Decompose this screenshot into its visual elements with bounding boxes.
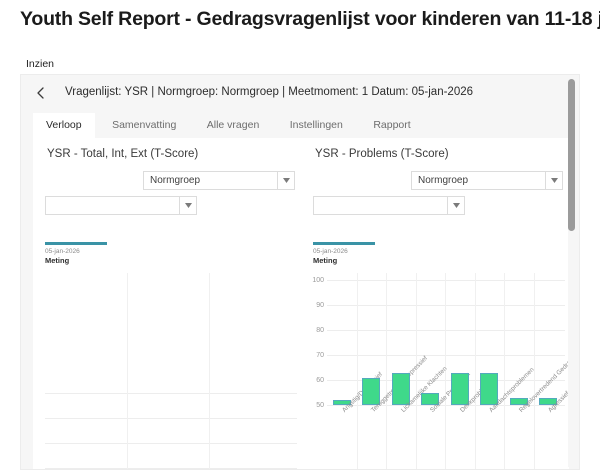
gridline: [45, 393, 297, 394]
gridline: [327, 305, 565, 306]
left-chart-legend: 05-jan-2026 Meting: [45, 242, 107, 265]
y-axis-tick: 60: [316, 377, 324, 384]
right-normgroup-select[interactable]: Normgroep: [411, 171, 563, 190]
gridline-vertical: [445, 273, 446, 469]
legend-label: Meting: [313, 256, 338, 265]
tab-samenvatting[interactable]: Samenvatting: [112, 119, 177, 131]
gridline: [327, 405, 565, 406]
page-title: Youth Self Report - Gedragsvragenlijst v…: [20, 8, 600, 30]
right-normgroup-value: Normgroep: [418, 175, 469, 186]
y-axis-tick: 100: [312, 277, 324, 284]
gridline-vertical: [127, 273, 128, 469]
y-axis-tick: 70: [316, 352, 324, 359]
content-card: Vragenlijst: YSR | Normgroep: Normgroep …: [20, 74, 580, 470]
chevron-down-icon[interactable]: [545, 172, 562, 189]
left-chart-title: YSR - Total, Int, Ext (T-Score): [47, 148, 199, 160]
breadcrumb: Vragenlijst: YSR | Normgroep: Normgroep …: [65, 86, 474, 98]
y-axis-tick: 50: [316, 402, 324, 409]
chart-bar[interactable]: [362, 377, 381, 405]
left-chart-plot: [33, 273, 301, 469]
legend-date: 05-jan-2026: [313, 248, 348, 255]
breadcrumb-bar: Vragenlijst: YSR | Normgroep: Normgroep …: [21, 75, 579, 113]
left-secondary-select[interactable]: [45, 196, 197, 215]
gridline-vertical: [356, 273, 358, 469]
left-secondary-value: [46, 197, 179, 214]
chart-bar[interactable]: [332, 400, 351, 405]
chevron-down-icon[interactable]: [277, 172, 294, 189]
chart-bar[interactable]: [450, 372, 469, 405]
tab-verloop[interactable]: Verloop: [33, 113, 95, 138]
gridline-vertical: [415, 273, 417, 469]
vertical-scrollbar[interactable]: [568, 79, 575, 467]
gridline: [327, 355, 565, 356]
right-secondary-value: [314, 197, 447, 214]
gridline-vertical: [209, 273, 210, 469]
gridline: [45, 443, 297, 444]
gridline-vertical: [504, 273, 505, 469]
gridline: [45, 468, 297, 469]
chart-bar[interactable]: [539, 397, 558, 405]
chevron-down-icon[interactable]: [179, 197, 196, 214]
gridline-vertical: [386, 273, 387, 469]
gridline-vertical: [533, 273, 535, 469]
gridline-vertical: [474, 273, 476, 469]
panel-total-int-ext: YSR - Total, Int, Ext (T-Score) Normgroe…: [33, 138, 301, 469]
left-normgroup-select[interactable]: Normgroep: [143, 171, 295, 190]
tab-rapport[interactable]: Rapport: [373, 119, 411, 131]
tab-instellingen[interactable]: Instellingen: [289, 119, 343, 131]
tab-alle-vragen[interactable]: Alle vragen: [206, 119, 260, 131]
left-normgroup-value: Normgroep: [150, 175, 201, 186]
right-secondary-select[interactable]: [313, 196, 465, 215]
top-tab-bar: Inzien: [20, 54, 580, 78]
chart-bar[interactable]: [421, 392, 440, 405]
charts-pane: YSR - Total, Int, Ext (T-Score) Normgroe…: [33, 138, 569, 469]
panel-problems: YSR - Problems (T-Score) Normgroep 05-ja: [301, 138, 569, 469]
legend-label: Meting: [45, 256, 70, 265]
chevron-left-icon[interactable]: [33, 85, 49, 101]
y-axis-tick: 90: [316, 302, 324, 309]
gridline: [45, 418, 297, 419]
legend-swatch: [45, 242, 107, 245]
scrollbar-thumb[interactable]: [568, 79, 575, 231]
right-chart-title: YSR - Problems (T-Score): [315, 148, 449, 160]
right-chart-legend: 05-jan-2026 Meting: [313, 242, 375, 265]
inner-tab-bar: Verloop Samenvatting Alle vragen Instell…: [21, 113, 579, 138]
chevron-down-icon[interactable]: [447, 197, 464, 214]
chart-bar[interactable]: [480, 372, 499, 405]
gridline: [327, 380, 565, 381]
gridline: [327, 330, 565, 331]
legend-swatch: [313, 242, 375, 245]
gridline: [327, 280, 565, 281]
y-axis-tick: 80: [316, 327, 324, 334]
chart-bar[interactable]: [509, 397, 528, 405]
right-chart-plot: 5060708090100Angstig/DepressiefTeruggetr…: [301, 273, 569, 469]
legend-date: 05-jan-2026: [45, 248, 80, 255]
chart-bar[interactable]: [391, 372, 410, 405]
